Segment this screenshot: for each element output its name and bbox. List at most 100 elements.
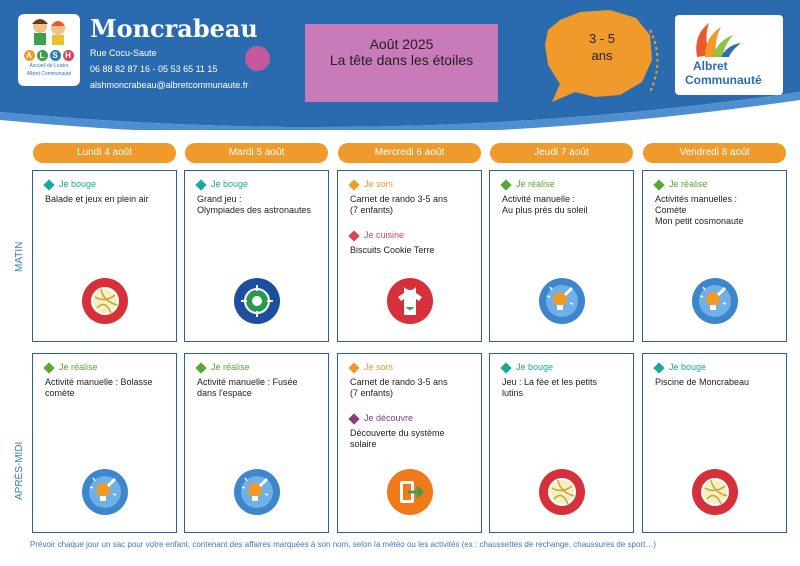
- morning-activity-card: Je sors Carnet de rando 3-5 ans (7 enfants…: [337, 170, 482, 342]
- age-bubble: 3 - 5 ans: [560, 30, 644, 64]
- activity-description: Olympiades des astronautes: [197, 205, 312, 215]
- theme-title: La tête dans les étoiles: [329, 52, 474, 68]
- category-label: Je cuisine: [364, 230, 405, 240]
- activity-description: Mon petit cosmonaute: [655, 216, 744, 226]
- category-label: Je bouge: [59, 179, 97, 189]
- diamond-bullet-icon: [500, 361, 512, 374]
- ball-icon: [81, 277, 129, 325]
- category-label: Je réalise: [516, 179, 555, 189]
- activity-category: Je sors: [348, 361, 394, 374]
- alsh-subtitle: Accueil de Loisirs: [29, 63, 69, 69]
- albret-logo-line1: Albret: [693, 59, 728, 73]
- idea-icon: [691, 277, 739, 325]
- idea-icon: [538, 277, 586, 325]
- afternoon-activity-card: Je bouge Piscine de Moncrabeau: [642, 353, 787, 533]
- morning-activity-card: Je réalise Activité manuelle : Au plus prè…: [489, 170, 634, 342]
- activity-description: Découverte du système: [350, 428, 445, 438]
- diamond-bullet-icon: [653, 178, 665, 191]
- category-label: Je bouge: [669, 362, 707, 372]
- activity-description: solaire: [350, 439, 377, 449]
- email[interactable]: alshmoncrabeau@albretcommunaute.fr: [90, 80, 249, 90]
- age-unit: ans: [591, 48, 613, 63]
- activity-description: Activité manuelle :: [502, 194, 576, 204]
- activity-description: (7 enfants): [350, 205, 394, 215]
- day-header: Jeudi 7 août: [490, 143, 633, 163]
- activity-category: Je réalise: [500, 178, 555, 191]
- activity-description: Biscuits Cookie Terre: [350, 245, 435, 255]
- target-icon: [233, 277, 281, 325]
- diamond-bullet-icon: [348, 229, 360, 242]
- activity-description: Activité manuelle : Bolasse: [45, 377, 153, 387]
- center-name: Moncrabeau: [90, 14, 258, 43]
- ball-icon: [538, 468, 586, 516]
- diamond-bullet-icon: [43, 178, 55, 191]
- activity-description: Activités manuelles :: [655, 194, 738, 204]
- diamond-bullet-icon: [348, 361, 360, 374]
- alsh-subtitle-2: Albret Communauté: [26, 71, 72, 77]
- side-label-morning: MATIN: [14, 241, 25, 272]
- decorative-dot: [245, 46, 270, 71]
- day-header: Lundi 4 août: [33, 143, 176, 163]
- category-label: Je bouge: [516, 362, 554, 372]
- diamond-bullet-icon: [195, 178, 207, 191]
- day-header: Mardi 5 août: [185, 143, 328, 163]
- activity-description: Carnet de rando 3-5 ans: [350, 194, 448, 204]
- category-label: Je sors: [364, 362, 394, 372]
- side-label-afternoon: APRÈS-MIDI: [14, 441, 25, 500]
- diamond-bullet-icon: [195, 361, 207, 374]
- category-label: Je découvre: [364, 413, 414, 423]
- activity-description: Comète: [655, 205, 687, 215]
- age-range: 3 - 5: [588, 31, 615, 46]
- activity-category: Je cuisine: [348, 229, 405, 242]
- category-label: Je réalise: [211, 362, 250, 372]
- activity-description: Activité manuelle : Fusée: [197, 377, 298, 387]
- diamond-bullet-icon: [500, 178, 512, 191]
- category-label: Je sors: [364, 179, 394, 189]
- albret-logo: Albret Communauté: [675, 15, 783, 95]
- ball-icon: [691, 468, 739, 516]
- activity-category: Je sors: [348, 178, 394, 191]
- apron-icon: [386, 277, 434, 325]
- morning-activity-card: Je bouge Balade et jeux en plein air: [32, 170, 177, 342]
- exit-icon: [386, 468, 434, 516]
- activity-category: Je bouge: [500, 361, 554, 374]
- activity-category: Je réalise: [43, 361, 98, 374]
- diamond-bullet-icon: [348, 412, 360, 425]
- diamond-bullet-icon: [653, 361, 665, 374]
- activity-description: (7 enfants): [350, 388, 394, 398]
- morning-activity-card: Je réalise Activités manuelles : Comète Mon…: [642, 170, 787, 342]
- activity-category: Je réalise: [195, 361, 250, 374]
- afternoon-activity-card: Je sors Carnet de rando 3-5 ans (7 enfants…: [337, 353, 482, 533]
- children-illustration-icon: [32, 19, 65, 45]
- activity-category: Je bouge: [43, 178, 97, 191]
- day-header: Mercredi 6 août: [338, 143, 481, 163]
- activity-description: Balade et jeux en plein air: [45, 194, 149, 204]
- activity-category: Je réalise: [653, 178, 708, 191]
- flame-logo-icon: [696, 23, 741, 57]
- idea-icon: [81, 468, 129, 516]
- theme-month: Août 2025: [369, 36, 434, 52]
- theme-box: Août 2025 La tête dans les étoiles: [305, 24, 498, 102]
- activity-description: dans l'espace: [197, 388, 252, 398]
- albret-logo-line2: Communauté: [685, 73, 762, 87]
- activity-description: comète: [45, 388, 75, 398]
- activity-description: Jeu : La fée et les petits: [502, 377, 598, 387]
- afternoon-activity-card: Je bouge Jeu : La fée et les petits lutins: [489, 353, 634, 533]
- morning-activity-card: Je bouge Grand jeu : Olympiades des astron…: [184, 170, 329, 342]
- activity-description: Carnet de rando 3-5 ans: [350, 377, 448, 387]
- category-label: Je réalise: [59, 362, 98, 372]
- phones: 06 88 82 87 16 - 05 53 65 11 15: [90, 64, 218, 74]
- category-label: Je bouge: [211, 179, 249, 189]
- activity-description: Grand jeu :: [197, 194, 242, 204]
- activity-category: Je bouge: [195, 178, 249, 191]
- idea-icon: [233, 468, 281, 516]
- diamond-bullet-icon: [348, 178, 360, 191]
- activity-description: lutins: [502, 388, 524, 398]
- afternoon-activity-card: Je réalise Activité manuelle : Bolasse com…: [32, 353, 177, 533]
- activity-category: Je découvre: [348, 412, 414, 425]
- day-header: Vendredi 8 août: [643, 143, 786, 163]
- afternoon-activity-card: Je réalise Activité manuelle : Fusée dans …: [184, 353, 329, 533]
